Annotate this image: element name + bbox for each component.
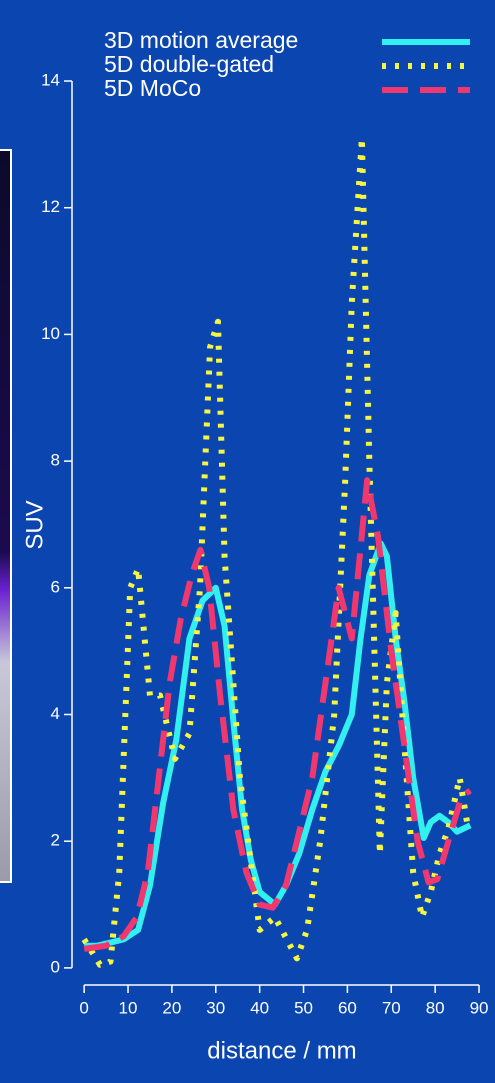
- chart: SUV distance / mm 0 2 4 6 8 10 12 14 0 10 20 30 40 50…: [0, 0, 495, 1083]
- x-tick-label: 0: [79, 998, 88, 1017]
- y-tick-label: 8: [51, 451, 60, 470]
- y-tick-label: 4: [51, 704, 60, 723]
- y-tick-label: 2: [51, 831, 60, 850]
- y-tick-label: 10: [41, 324, 60, 343]
- x-tick-label: 30: [206, 998, 225, 1017]
- y-tick-label: 6: [51, 577, 60, 596]
- y-axis-label: SUV: [21, 500, 48, 549]
- inset-image: [0, 150, 11, 882]
- legend-label: 3D motion average: [104, 27, 298, 53]
- x-tick-label: 50: [294, 998, 313, 1017]
- legend-label: 5D double-gated: [104, 51, 274, 77]
- x-tick-label: 80: [426, 998, 445, 1017]
- legend-label: 5D MoCo: [104, 75, 201, 101]
- x-axis-label: distance / mm: [207, 1037, 356, 1064]
- x-tick-label: 20: [162, 998, 181, 1017]
- x-tick-label: 90: [470, 998, 489, 1017]
- background: [0, 0, 495, 1083]
- y-tick-label: 14: [41, 71, 60, 90]
- y-tick-label: 0: [51, 957, 60, 976]
- x-tick-label: 70: [382, 998, 401, 1017]
- y-tick-label: 12: [41, 197, 60, 216]
- x-tick-label: 10: [119, 998, 138, 1017]
- x-tick-label: 40: [250, 998, 269, 1017]
- x-tick-label: 60: [338, 998, 357, 1017]
